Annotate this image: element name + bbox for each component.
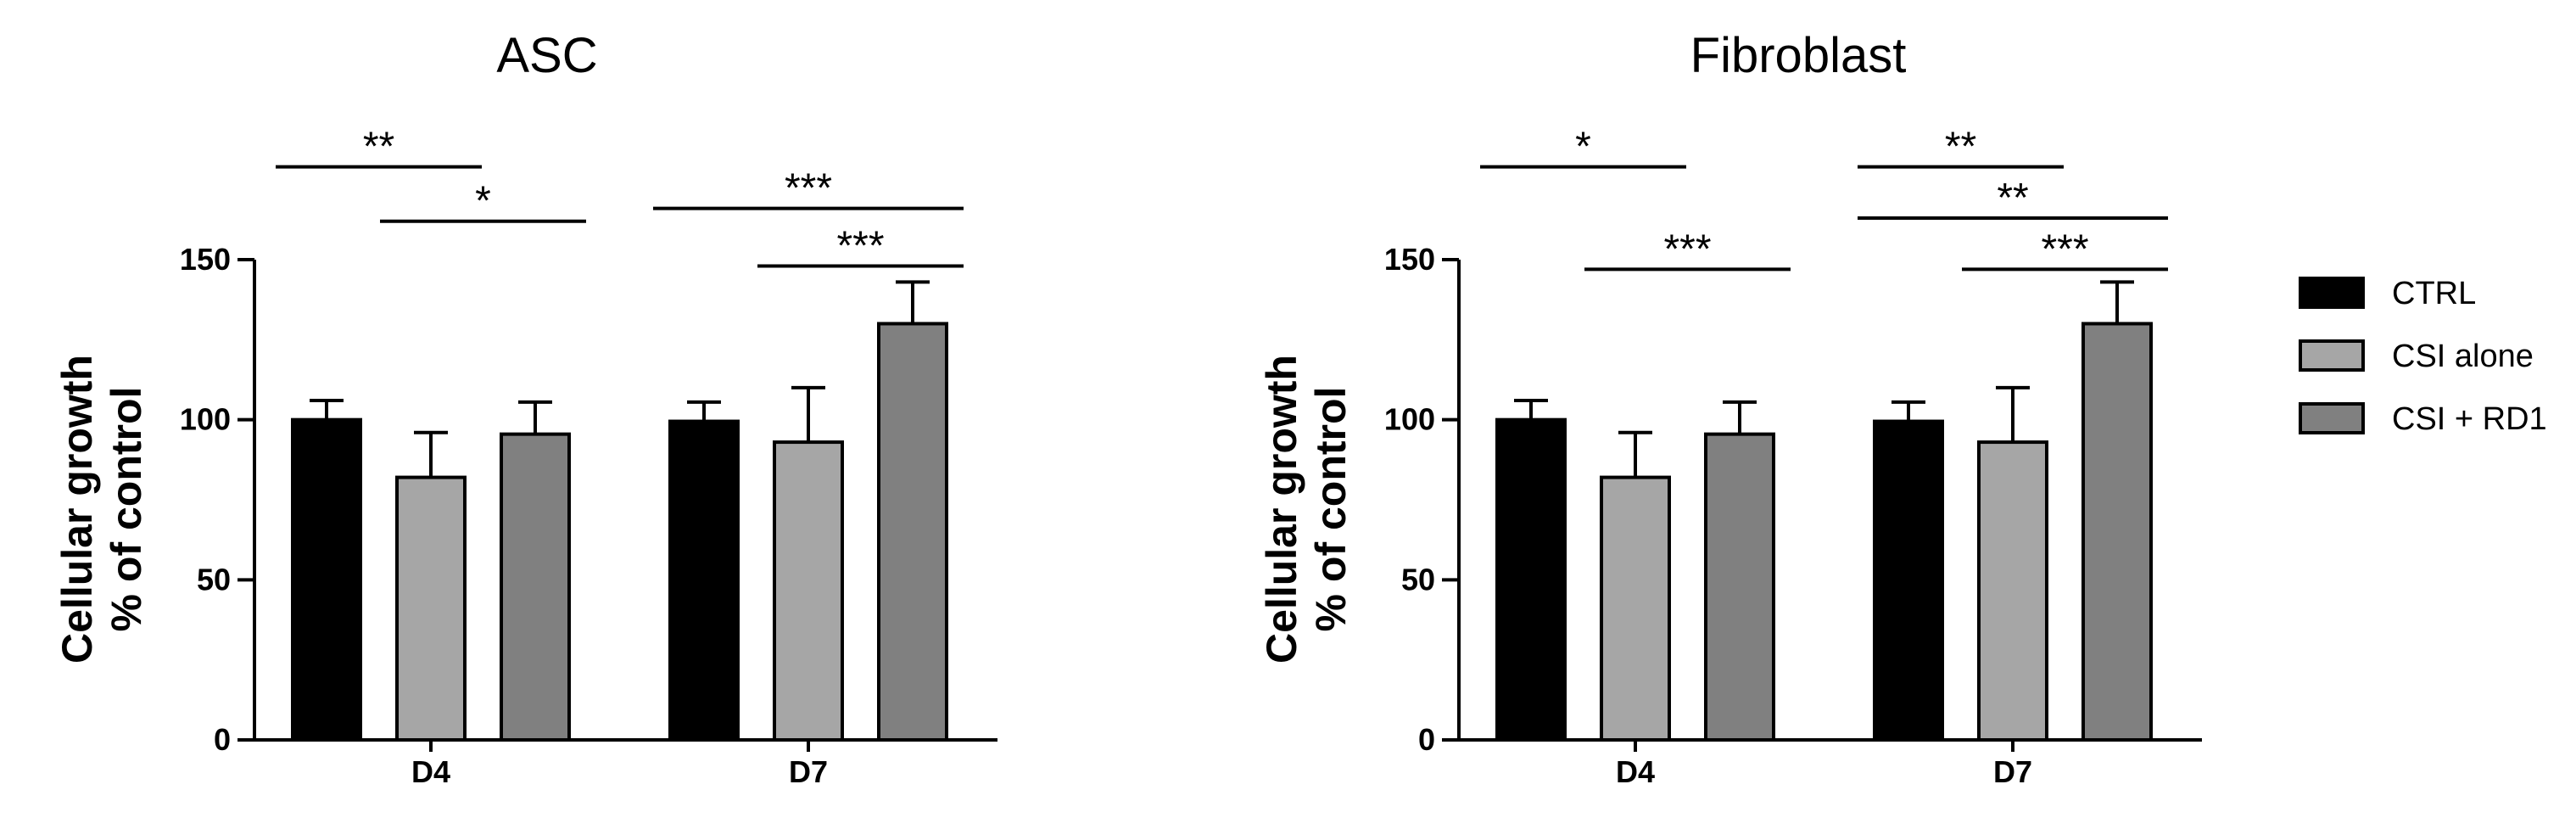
bar: [668, 419, 740, 742]
x-tick-label: D7: [789, 754, 828, 789]
x-tick-label: D4: [411, 754, 450, 789]
bar: [500, 432, 571, 742]
y-axis-label-line2: % of control: [103, 387, 150, 632]
bar: [1873, 419, 1944, 742]
y-tick-label: 150: [1384, 242, 1435, 277]
bar: [1704, 432, 1775, 742]
bar: [291, 417, 362, 742]
chart-title: Fibroblast: [1690, 28, 1907, 83]
x-tick-label: D4: [1616, 754, 1655, 789]
significance-label: ***: [836, 224, 884, 269]
significance-label: *: [475, 179, 491, 224]
significance-label: ***: [1663, 227, 1711, 272]
y-tick-label: 0: [214, 722, 231, 757]
bar: [395, 475, 467, 742]
bar: [1977, 440, 2048, 742]
bar: [2081, 322, 2153, 742]
y-tick-label: 50: [197, 562, 231, 597]
panel-fibroblast: Fibroblast Cellular growth % of control …: [1258, 28, 2202, 789]
significance-label: **: [1997, 176, 2028, 221]
significance-label: *: [1575, 125, 1591, 170]
y-axis-label-line2: % of control: [1307, 387, 1355, 632]
x-tick-label: D7: [1993, 754, 2032, 789]
panel-asc: ASC Cellular growth % of control 0 50 100 1…: [53, 28, 997, 789]
bar: [1495, 417, 1567, 742]
y-tick-label: 100: [180, 402, 231, 437]
significance-label: **: [363, 125, 394, 170]
legend: CTRL CSI alone CSI + RD1: [2299, 276, 2547, 437]
bar: [1600, 475, 1671, 742]
chart-title: ASC: [496, 28, 597, 83]
y-tick-label: 0: [1418, 722, 1435, 757]
legend-swatch-csi-alone: [2299, 339, 2365, 372]
y-axis-label-line1: Cellular growth: [1258, 355, 1305, 664]
legend-swatch-ctrl: [2299, 277, 2365, 309]
y-tick-label: 100: [1384, 402, 1435, 437]
legend-label-csi-rd1: CSI + RD1: [2392, 401, 2547, 437]
y-tick-label: 150: [180, 242, 231, 277]
bar: [773, 440, 844, 742]
legend-label-ctrl: CTRL: [2392, 276, 2476, 311]
significance-label: ***: [785, 166, 832, 211]
significance-label: ***: [2041, 227, 2088, 272]
bar: [877, 322, 948, 742]
legend-swatch-csi-rd1: [2299, 402, 2365, 434]
y-axis-label-line1: Cellular growth: [53, 355, 101, 664]
y-tick-label: 50: [1401, 562, 1435, 597]
legend-label-csi-alone: CSI alone: [2392, 339, 2534, 374]
significance-label: **: [1945, 125, 1976, 170]
